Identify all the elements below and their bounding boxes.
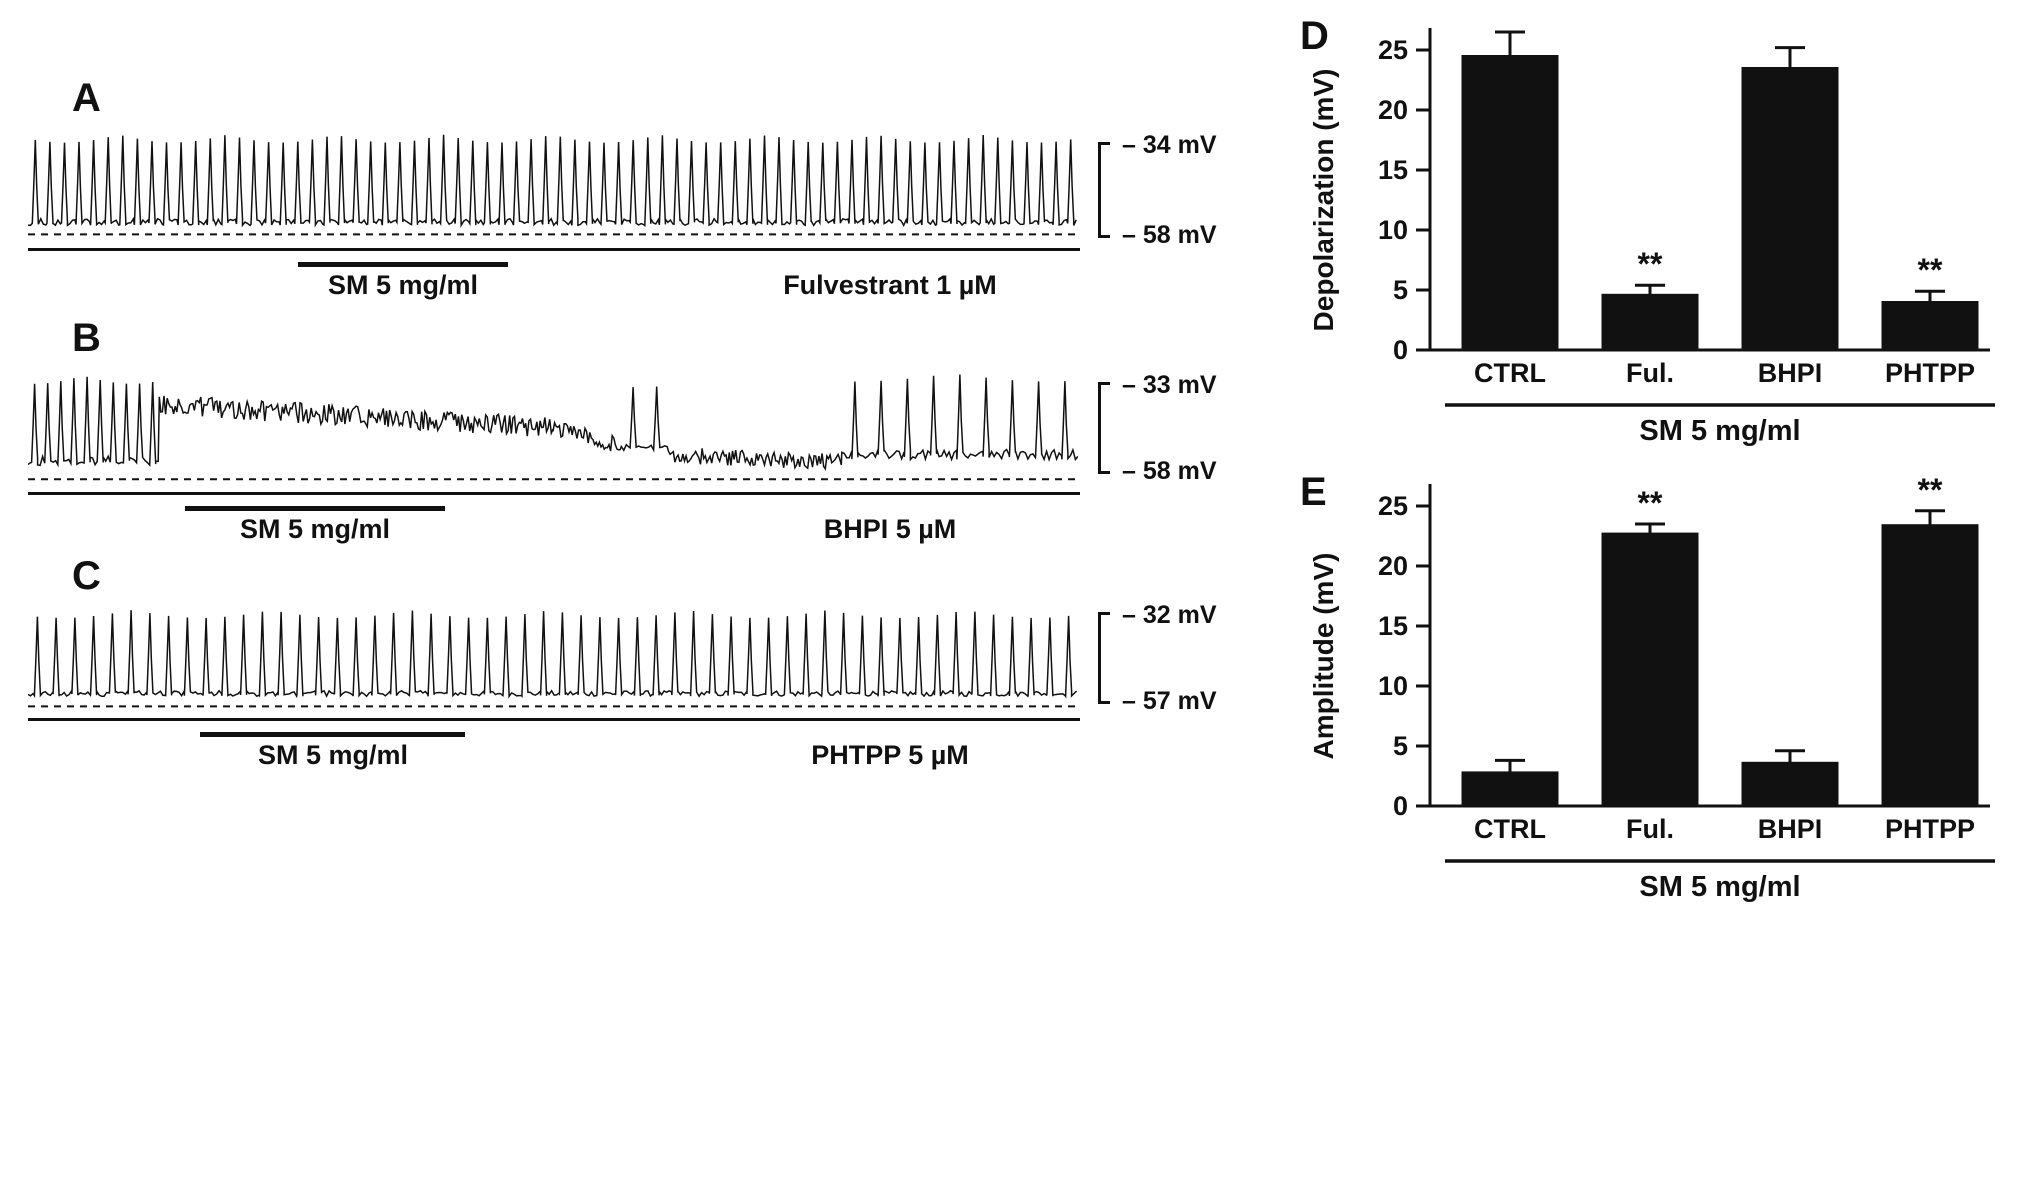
scale-bottom-label-c: – 57 mV [1122,687,1217,715]
trace-plot-a [28,134,1078,236]
y-tick-label: 0 [1393,791,1408,821]
x-category-label: PHTPP [1885,814,1975,844]
scale-tick-bottom-b [1098,471,1110,474]
bar-ful [1601,532,1699,807]
y-tick-label: 10 [1378,671,1408,701]
sm-label-a: SM 5 mg/ml [327,270,479,300]
bar-bhpi [1741,761,1839,807]
panel-b-label: B [72,316,101,360]
y-tick-label: 5 [1393,731,1408,761]
bar-ful [1601,293,1699,351]
bar-ctrl [1461,55,1559,351]
x-category-label: CTRL [1474,358,1546,388]
panel-a-label: A [72,76,101,120]
bar-phtpp [1881,301,1979,351]
x-category-label: Ful. [1626,814,1674,844]
bar-bhpi [1741,67,1839,351]
scale-bottom-label-a: – 58 mV [1122,221,1217,249]
y-tick-label: 10 [1378,215,1408,245]
bar-chart-amplitude: 0 5 10 15 20 25 Amplitude (mV) CTRL ** Ful. BHPI **… [1308,472,1995,903]
y-tick-label: 5 [1393,275,1408,305]
x-group-label: SM 5 mg/ml [1639,415,1800,447]
y-tick-label: 0 [1393,335,1408,365]
y-tick-label: 20 [1378,551,1408,581]
scale-top-label-c: – 32 mV [1122,601,1217,629]
scale-bracket-a [1098,142,1101,238]
membrane-potential-trace [28,610,1078,699]
scale-tick-top-c [1098,612,1110,615]
y-tick-label: 25 [1378,35,1408,65]
x-category-label: CTRL [1474,814,1546,844]
time-bar-b [28,492,1080,495]
drug-label-b: BHPI 5 µM [823,514,957,544]
sm-application-bar-c [200,732,465,737]
significance-marker: ** [1918,472,1943,508]
x-category-label: PHTPP [1885,358,1975,388]
panel-c-label: C [72,554,101,598]
sm-application-bar-a [298,262,508,267]
scale-tick-bottom-a [1098,235,1110,238]
sm-application-bar-b [185,506,445,511]
bar-phtpp [1881,524,1979,807]
y-axis-label: Depolarization (mV) [1308,69,1339,332]
bar-chart-depolarization: 0 5 10 15 20 25 Depolarization (mV) CTRL ** Ful. B… [1308,28,1995,447]
scale-bracket-b [1098,382,1101,474]
scale-bracket-c [1098,612,1101,704]
significance-marker: ** [1638,246,1663,282]
x-category-label: Ful. [1626,358,1674,388]
significance-marker: ** [1638,485,1663,521]
x-group-label: SM 5 mg/ml [1639,871,1800,903]
y-tick-label: 20 [1378,95,1408,125]
panel-e-label: E [1300,470,1327,514]
panel-d-label: D [1300,14,1329,58]
significance-marker: ** [1918,252,1943,288]
membrane-potential-trace [28,134,1077,228]
drug-label-a: Fulvestrant 1 µM [783,270,997,300]
scale-top-label-a: – 34 mV [1122,131,1217,159]
scale-tick-top-b [1098,382,1110,385]
scale-tick-top-a [1098,142,1110,145]
sm-label-b: SM 5 mg/ml [239,514,391,544]
trace-plot-c [28,610,1078,708]
membrane-potential-trace [28,374,1078,471]
y-axis-label: Amplitude (mV) [1308,553,1339,760]
y-tick-label: 15 [1378,155,1408,185]
time-bar-a [28,248,1080,251]
drug-label-c: PHTPP 5 µM [811,740,969,770]
y-tick-label: 15 [1378,611,1408,641]
x-category-label: BHPI [1758,814,1823,844]
scale-tick-bottom-c [1098,701,1110,704]
trace-plot-b [28,374,1078,481]
scale-top-label-b: – 33 mV [1122,371,1217,399]
sm-label-c: SM 5 mg/ml [257,740,409,770]
bar-ctrl [1461,771,1559,807]
time-bar-c [28,718,1080,721]
scale-bottom-label-b: – 58 mV [1122,457,1217,485]
x-category-label: BHPI [1758,358,1823,388]
y-tick-label: 25 [1378,491,1408,521]
